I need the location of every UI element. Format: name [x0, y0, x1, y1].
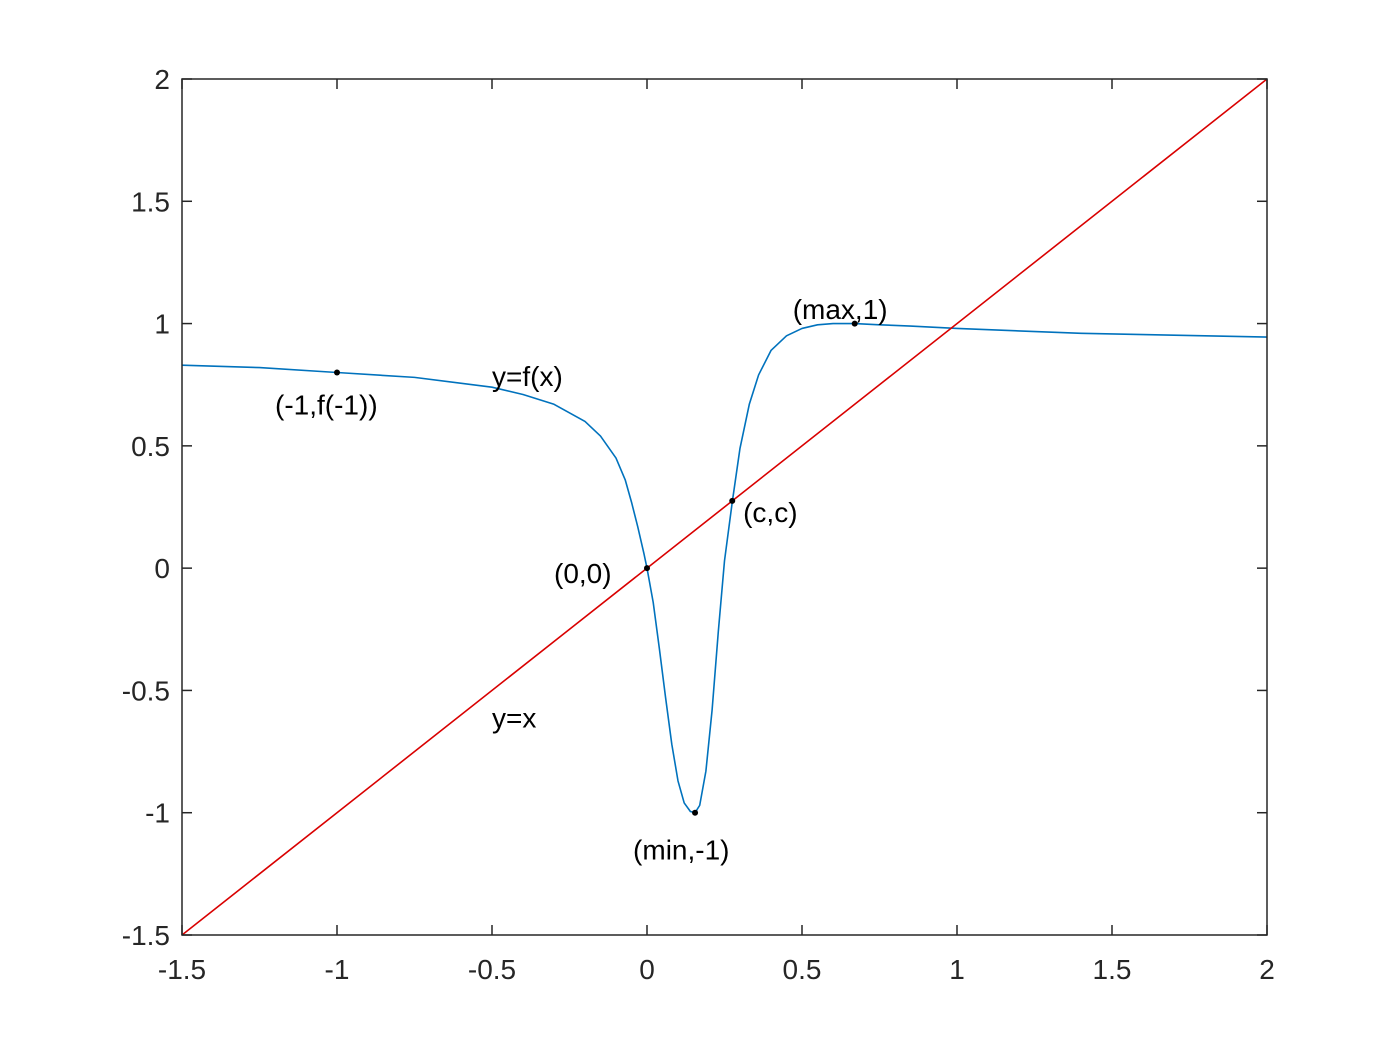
data-point-marker: [692, 809, 699, 816]
y-tick-label: -0.5: [122, 675, 170, 706]
x-tick-label: 2: [1259, 954, 1275, 985]
series-line-identity: [182, 79, 1267, 935]
y-tick-label: -1: [145, 798, 170, 829]
y-tick-label: -1.5: [122, 920, 170, 951]
x-tick-label: 0.5: [783, 954, 822, 985]
annotation-label: y=f(x): [492, 361, 563, 392]
y-tick-label: 1: [154, 309, 170, 340]
data-point-marker: [729, 497, 736, 504]
annotations: y=f(x) y=x (-1,f(-1)) (0,0) (c,c) (max,1) (min…: [275, 294, 888, 866]
data-point-marker: [851, 320, 858, 327]
x-tick-label: 1: [949, 954, 965, 985]
plot-area: [182, 79, 1267, 935]
annotation-label: (-1,f(-1)): [275, 389, 378, 420]
y-tick-label: 0.5: [131, 431, 170, 462]
x-tick-label: -1.5: [158, 954, 206, 985]
annotation-label: (max,1): [793, 294, 888, 325]
axis-ticks: -1.5 -1 -0.5 0 0.5 1 1.5 2 -1.5 -1 -0.5 0 0.5 1 1.5 2: [122, 64, 1275, 985]
x-tick-label: 0: [639, 954, 655, 985]
y-tick-label: 1.5: [131, 186, 170, 217]
data-markers: [334, 320, 858, 816]
annotation-label: (0,0): [554, 558, 612, 589]
y-tick-label: 0: [154, 553, 170, 584]
data-point-marker: [334, 369, 340, 376]
annotation-label: (c,c): [743, 497, 797, 528]
x-tick-label: -0.5: [468, 954, 516, 985]
series-line-fx: [182, 322, 1267, 814]
annotation-label: y=x: [492, 702, 536, 733]
y-tick-label: 2: [154, 64, 170, 95]
axes-box: [181, 78, 1268, 936]
annotation-label: (min,-1): [633, 834, 729, 865]
data-point-marker: [644, 565, 650, 572]
x-tick-label: -1: [325, 954, 350, 985]
x-tick-label: 1.5: [1093, 954, 1132, 985]
